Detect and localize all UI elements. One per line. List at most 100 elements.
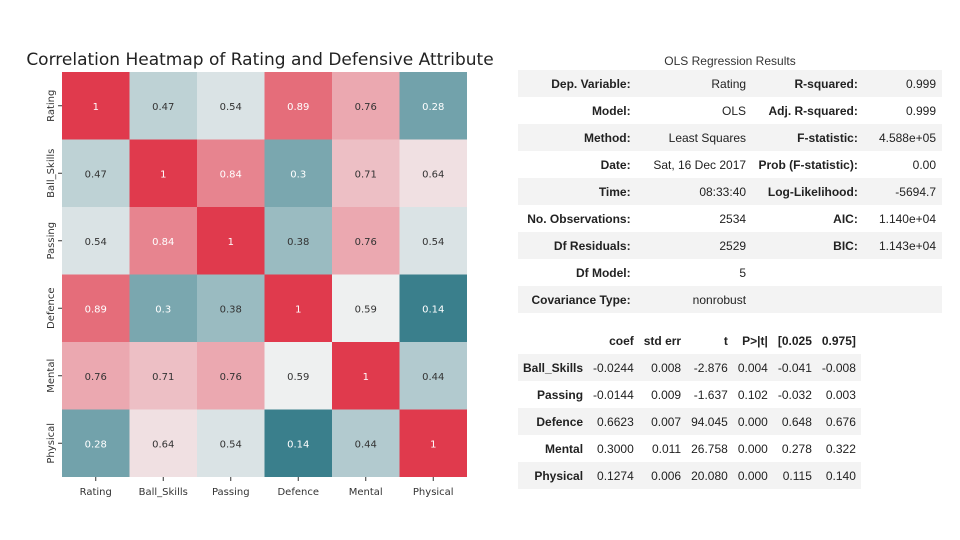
heatmap-cell [399,274,467,342]
heatmap-cell [264,207,332,275]
summary-label: No. Observations: [527,211,631,226]
summary-label: Model: [591,103,631,118]
summary-label: Prob (F-statistic): [758,157,858,172]
coef-value: 0.3000 [597,441,634,456]
ols-coefficient-table: coef std err t P>|t| [0.025 0.975] Ball_Skill… [518,327,861,489]
heatmap-cell [399,409,467,477]
coef-value: 0.003 [825,387,856,402]
heatmap-cell [332,274,400,342]
coef-value: 0.008 [638,354,687,381]
summary-label: F-statistic: [752,124,864,151]
coef-row: Passing -0.0144 0.009 -1.637 0.102 -0.032 0.00… [518,381,861,408]
summary-row: Date: Sat, 16 Dec 2017 Prob (F-statistic):… [518,151,942,178]
summary-label: Time: [518,178,637,205]
y-tick-label: Physical [46,423,57,464]
heatmap-cell-label: 0.54 [220,439,242,450]
summary-label [752,286,864,313]
heatmap-cell [332,72,400,140]
heatmap-cell-label: 1 [160,169,166,180]
summary-value: OLS [722,103,747,118]
coef-value: -0.041 [772,354,817,381]
coef-row: Defence 0.6623 0.007 94.045 0.000 0.648 0.676 [518,408,861,435]
y-tick-label: Defence [46,287,57,329]
heatmap-cell-label: 0.84 [220,169,242,180]
heatmap-cell [62,409,130,477]
heatmap-cell [264,342,332,410]
heatmap-cell [129,274,197,342]
heatmap-panel: Correlation Heatmap of Rating and Defens… [26,50,493,498]
summary-value [864,259,942,286]
heatmap-cell [129,207,197,275]
heatmap-cell-label: 0.14 [287,439,309,450]
coef-value: -0.032 [777,387,812,402]
coef-value: 0.676 [816,408,861,435]
heatmap-cell-label: 0.54 [220,102,242,113]
coef-value: 0.000 [732,408,773,435]
y-tick-label: Rating [46,90,57,122]
summary-label: Method: [518,124,637,151]
summary-label: AIC: [833,211,858,226]
coef-value: -0.0144 [593,387,634,402]
summary-value: 0.00 [912,157,936,172]
y-tick-label: Passing [46,222,57,260]
heatmap-cell-label: 0.76 [355,237,377,248]
coef-value: 0.006 [638,462,687,489]
correlation-heatmap: Correlation Heatmap of Rating and Defens… [26,50,493,498]
heatmap-cell [62,274,130,342]
summary-value: 5 [739,265,747,280]
y-tick-label: Ball_Skills [46,149,57,198]
heatmap-cell [264,409,332,477]
heatmap-cell-label: 1 [295,304,301,315]
coef-value: 0.007 [638,408,687,435]
summary-value: nonrobust [636,286,753,313]
coef-row-name: Defence [518,408,589,435]
heatmap-cell [62,72,130,140]
heatmap-cell-label: 1 [430,439,436,450]
x-tick-label: Rating [80,487,112,498]
heatmap-cell-label: 0.38 [287,237,309,248]
heatmap-cell-label: 0.38 [220,304,242,315]
heatmap-cell [332,139,400,207]
heatmap-cell-label: 0.71 [355,169,377,180]
heatmap-cell-label: 1 [228,237,234,248]
heatmap-cell-label: 0.28 [85,439,107,450]
heatmap-cell [399,72,467,140]
coef-header: coef [609,333,634,348]
coef-value: 0.322 [825,441,856,456]
heatmap-cell-label: 0.64 [152,439,174,450]
coef-row-name: Passing [537,387,584,402]
y-tick-label: Mental [46,359,57,393]
heatmap-cell-label: 0.3 [155,304,171,315]
heatmap-cell [332,342,400,410]
coef-value: 26.758 [691,441,728,456]
coef-value: 0.278 [781,441,812,456]
heatmap-cell [129,139,197,207]
summary-label [752,259,864,286]
coef-value: -0.0244 [588,354,639,381]
heatmap-cell [62,342,130,410]
heatmap-cell [264,72,332,140]
coef-value: -0.008 [816,354,861,381]
heatmap-cell-label: 0.54 [422,237,444,248]
summary-label: Date: [600,157,631,172]
x-tick-label: Physical [413,487,454,498]
heatmap-cell-label: 0.59 [355,304,377,315]
summary-value: Sat, 16 Dec 2017 [653,157,747,172]
summary-label: Df Residuals: [518,232,637,259]
coef-header [518,327,588,354]
x-tick-label: Mental [349,487,383,498]
summary-label: BIC: [752,232,864,259]
summary-label: Log-Likelihood: [752,178,864,205]
ols-title: OLS Regression Results [664,54,796,68]
heatmap-cell-label: 0.76 [220,372,242,383]
heatmap-cell-label: 0.84 [152,237,174,248]
summary-label: R-squared: [752,70,864,97]
coef-value: -2.876 [686,354,733,381]
coef-row: Ball_Skills -0.0244 0.008 -2.876 0.004 -0.041… [518,354,861,381]
coef-row: Physical 0.1274 0.006 20.080 0.000 0.115 0.140 [518,462,861,489]
x-tick-label: Passing [212,487,250,498]
heatmap-cell [332,409,400,477]
heatmap-cell [197,342,265,410]
summary-value: 0.999 [905,103,936,118]
heatmap-cell-label: 0.76 [355,102,377,113]
